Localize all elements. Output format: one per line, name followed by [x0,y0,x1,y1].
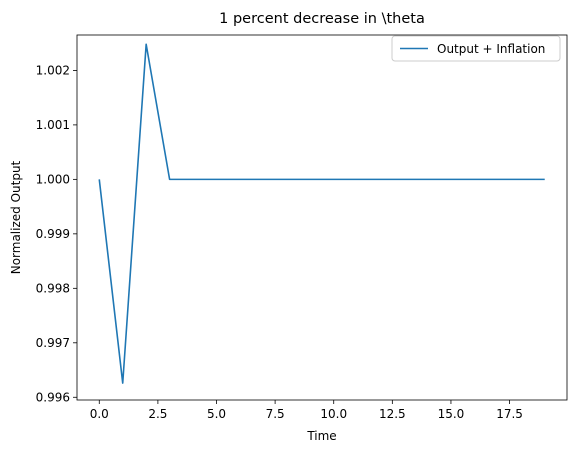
y-tick-label: 0.996 [36,390,70,404]
x-tick-label: 5.0 [207,407,226,421]
x-tick-label: 0.0 [90,407,109,421]
y-tick-label: 1.000 [36,172,70,186]
x-tick-label: 10.0 [320,407,347,421]
y-tick-label: 1.002 [36,63,70,77]
y-tick-label: 0.999 [36,227,70,241]
y-tick-label: 1.001 [36,118,70,132]
axes-frame [76,34,568,401]
legend-box [391,35,561,62]
series-line-0 [98,43,545,384]
legend: Output + Inflation [391,35,561,62]
y-axis-label: Normalized Output [9,160,23,274]
x-tick-label: 2.5 [148,407,167,421]
x-tick-label: 17.5 [496,407,523,421]
plot-area: 0.0 2.5 5.0 7.5 10.0 12.5 15.0 17.5 0.996 0.997 0.… [36,34,568,421]
chart-title: 1 percent decrease in \theta [219,11,425,27]
x-axis-label: Time [306,429,336,443]
legend-label: Output + Inflation [437,42,545,56]
x-tick-label: 7.5 [266,407,285,421]
x-tick-label: 12.5 [379,407,406,421]
x-tick-label: 15.0 [438,407,465,421]
y-tick-label: 0.997 [36,336,70,350]
y-tick-label: 0.998 [36,281,70,295]
